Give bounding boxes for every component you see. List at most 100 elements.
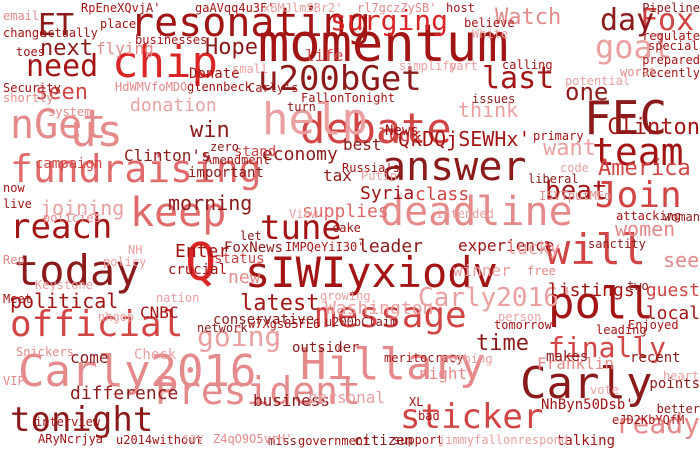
word-cloud-word: Recently: [642, 66, 700, 80]
word-cloud-word: ready: [615, 407, 700, 440]
word-cloud-word: u200bClaim: [325, 315, 398, 329]
word-cloud-word: intended: [436, 207, 494, 221]
word-cloud-word: Carly2016': [418, 283, 575, 313]
word-cloud-word: talking: [556, 433, 616, 449]
word-cloud-word: say: [182, 431, 204, 445]
word-cloud-word: latest: [240, 291, 320, 316]
word-cloud-word: let: [240, 229, 262, 243]
word-cloud-word: Q: [185, 233, 217, 293]
word-cloud-word: Check: [134, 347, 177, 363]
word-cloud-word: team: [592, 130, 684, 174]
word-cloud-word: us: [70, 106, 123, 157]
word-cloud-word: leading: [596, 323, 647, 337]
word-cloud-word: miss: [268, 434, 297, 448]
word-cloud-word: government: [298, 434, 371, 448]
word-cloud-word: White: [472, 27, 509, 41]
word-cloud-word: jimmyfallonrespond: [438, 433, 569, 447]
word-cloud-word: tonight: [10, 400, 154, 440]
word-cloud-word: NhByn50Dsb': [541, 397, 634, 413]
word-cloud-word: calling: [502, 58, 553, 72]
word-cloud-word: person: [498, 310, 542, 324]
word-cloud-word: gaAVqq4u3F': [195, 1, 275, 15]
word-cloud-word: Russia's: [342, 161, 400, 175]
word-cloud-word: Clinton's: [124, 146, 211, 165]
word-cloud-word: Clinton: [607, 115, 700, 140]
word-cloud-word: system: [48, 105, 92, 119]
word-cloud-word: special: [648, 39, 699, 53]
word-cloud-word: Enter: [175, 241, 230, 262]
word-cloud-word: nGet: [10, 102, 107, 148]
word-cloud-word: Syria: [360, 183, 415, 204]
word-cloud-word: Hillary: [300, 339, 486, 390]
word-cloud-word: small: [232, 62, 269, 76]
word-cloud-word: attacking: [616, 209, 682, 223]
word-cloud-word: liberal: [528, 172, 579, 186]
word-cloud-word: HdWMVfoMDO': [115, 80, 195, 94]
word-cloud-word: code: [560, 161, 589, 175]
word-cloud-word: ISVTputMEo: [539, 189, 612, 203]
word-cloud-word: policy: [103, 255, 147, 269]
word-cloud-word: answer: [382, 144, 527, 190]
word-cloud-word: stand: [234, 144, 277, 160]
word-cloud-word: night: [419, 364, 468, 383]
word-cloud-word: look: [378, 125, 422, 146]
word-cloud-word: network: [197, 321, 248, 335]
word-cloud-word: NH: [128, 243, 143, 257]
word-cloud-word: believe: [464, 16, 515, 30]
word-cloud-word: Amendment: [205, 153, 271, 167]
word-cloud-word: next: [40, 36, 93, 61]
word-cloud-word: see: [663, 248, 700, 272]
word-cloud-word: sIWIyxiodv: [245, 248, 498, 297]
word-cloud-word: heart: [663, 369, 700, 383]
word-cloud-word: one: [565, 78, 609, 106]
word-cloud-word: Carly: [520, 358, 653, 409]
word-cloud-word: w7Xgs85FL6: [248, 317, 321, 331]
word-cloud-word: message: [315, 295, 467, 336]
word-cloud-word: Hope: [205, 35, 258, 60]
word-cloud-word: live: [3, 197, 32, 211]
word-cloud-word: makes: [546, 349, 589, 365]
word-cloud-word: change: [3, 26, 47, 40]
word-cloud-word: debate: [300, 104, 452, 153]
word-cloud-word: class: [415, 184, 470, 205]
word-cloud-word: meritocracy: [384, 351, 464, 365]
word-cloud-word: Fox: [640, 3, 695, 38]
word-cloud-word: Carly2016: [18, 346, 257, 397]
word-cloud-word: Meet: [3, 292, 32, 306]
word-cloud-word: come: [70, 348, 109, 367]
word-cloud-word: keep: [130, 190, 227, 236]
word-cloud-word: deadline: [380, 189, 573, 235]
word-cloud-word: local: [645, 303, 700, 324]
word-cloud-word: listings: [548, 280, 635, 301]
word-cloud-word: tomorrow: [494, 318, 552, 332]
word-cloud-word: CNBC: [140, 303, 179, 322]
word-cloud-word: ET: [38, 8, 75, 43]
word-cloud-word: actually: [40, 26, 98, 40]
word-cloud-word: new: [228, 267, 261, 288]
word-cloud-word: policies: [43, 211, 101, 225]
word-cloud-word: leader: [358, 236, 424, 257]
word-cloud-word: View: [289, 207, 318, 221]
word-cloud-word: glennbeck: [187, 80, 253, 94]
word-cloud-word: QkDQjSEWHx': [398, 127, 531, 151]
word-cloud-word: beat: [545, 176, 608, 206]
word-cloud-word: rl7gczZySB': [357, 1, 437, 15]
word-cloud-word: toes: [16, 45, 45, 59]
word-cloud-word: want: [543, 136, 596, 161]
word-cloud-word: place: [100, 17, 137, 31]
word-cloud-word: sticker: [400, 397, 544, 437]
word-cloud-word: better: [656, 402, 700, 416]
word-cloud-word: vote: [590, 383, 619, 397]
word-cloud-word: think: [458, 98, 519, 122]
word-cloud-word: turn: [287, 100, 316, 114]
word-cloud-word: campaign: [35, 156, 103, 172]
word-cloud-word: Snickers: [16, 345, 74, 359]
word-cloud-word: morning: [168, 191, 253, 215]
word-cloud-word: President: [155, 369, 361, 413]
word-cloud-word: bad: [418, 409, 440, 423]
word-cloud-word: Carly's: [248, 81, 299, 95]
word-cloud-word: nhgop: [98, 310, 135, 324]
word-cloud-word: support: [393, 433, 444, 447]
word-cloud-word: regulate: [642, 29, 700, 43]
word-cloud-word: Washington: [325, 298, 434, 319]
